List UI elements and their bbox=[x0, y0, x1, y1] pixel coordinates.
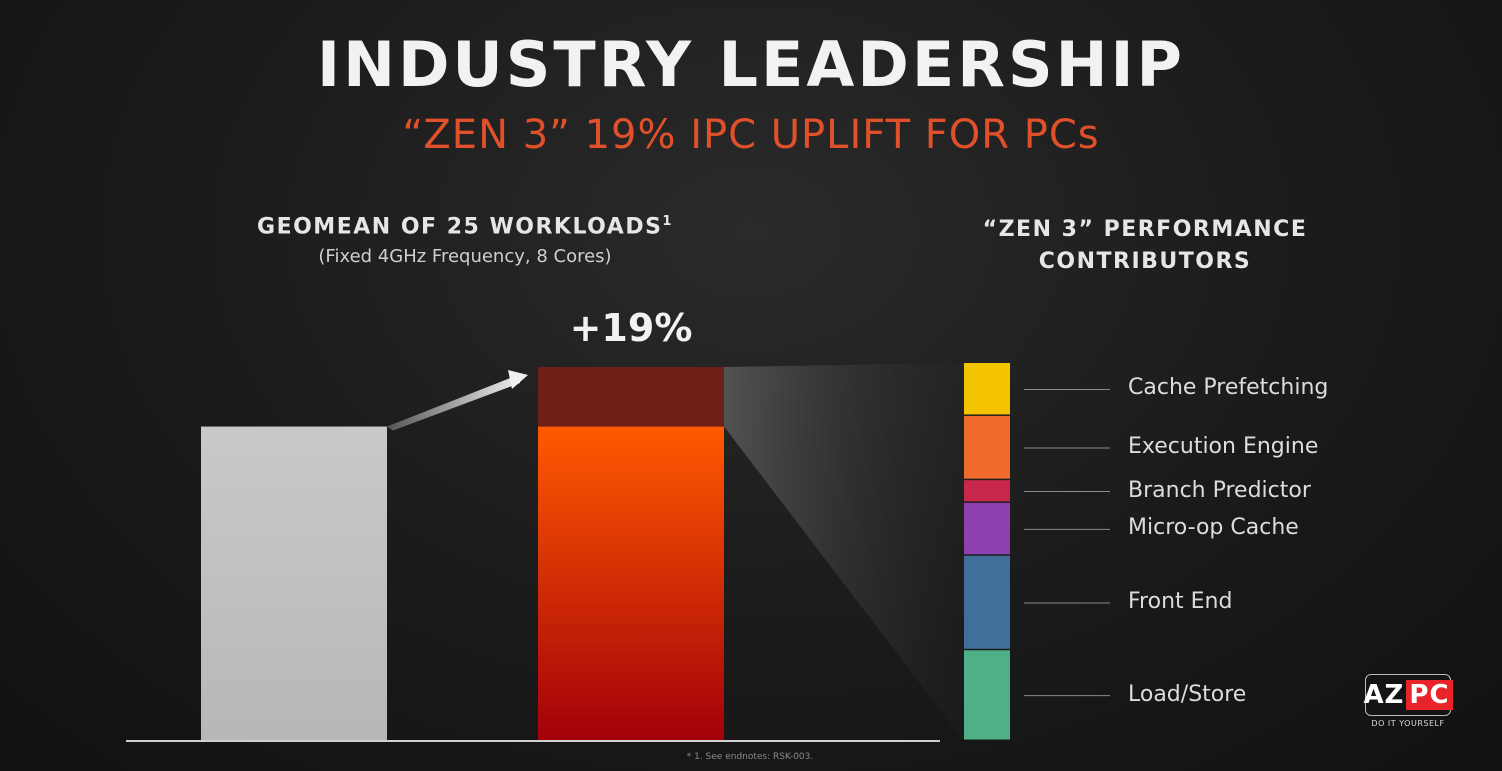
contributor-segment bbox=[964, 555, 1010, 649]
workloads-subheading: (Fixed 4GHz Frequency, 8 Cores) bbox=[318, 246, 612, 267]
contributor-segment bbox=[964, 502, 1010, 555]
contributor-label: Execution Engine bbox=[1128, 434, 1319, 460]
uplift-label: +19% bbox=[569, 306, 693, 350]
uplift-arrow bbox=[387, 375, 520, 431]
zen3-bar bbox=[538, 426, 724, 740]
contributor-label: Front End bbox=[1128, 589, 1233, 615]
logo-tagline: DO IT YOURSELF bbox=[1371, 719, 1445, 728]
uplift-arrow-head bbox=[508, 370, 528, 389]
contributor-label: Cache Prefetching bbox=[1128, 375, 1329, 401]
contributor-label: Micro-op Cache bbox=[1128, 515, 1299, 541]
azpc-logo: AZ PC DO IT YOURSELF bbox=[1363, 674, 1453, 732]
slide-title: INDUSTRY LEADERSHIP bbox=[317, 28, 1185, 101]
contributor-label: Load/Store bbox=[1128, 681, 1247, 707]
footnote-marker: 1 bbox=[662, 214, 673, 229]
zoom-funnel bbox=[724, 363, 964, 741]
workloads-heading-text: GEOMEAN OF 25 WORKLOADS bbox=[257, 214, 663, 240]
slide-subtitle: “ZEN 3” 19% IPC UPLIFT FOR PCs bbox=[402, 112, 1100, 158]
contributors-heading-line2: CONTRIBUTORS bbox=[1038, 249, 1252, 274]
uplift-segment bbox=[538, 367, 724, 427]
baseline-bar bbox=[201, 426, 387, 740]
azpc-logo-box: AZ PC bbox=[1363, 674, 1453, 716]
contributors-heading-line1: “ZEN 3” PERFORMANCE bbox=[982, 217, 1308, 242]
contributor-segment bbox=[964, 650, 1010, 740]
contributor-segment bbox=[964, 415, 1010, 479]
contributor-label: Branch Predictor bbox=[1128, 477, 1311, 503]
footnote: * 1. See endnotes: RSK-003. bbox=[686, 752, 814, 762]
logo-text-az: AZ bbox=[1363, 680, 1405, 710]
logo-text-pc: PC bbox=[1406, 680, 1453, 710]
contributor-segment bbox=[964, 480, 1010, 502]
contributor-segment bbox=[964, 363, 1010, 415]
contributors-heading: “ZEN 3” PERFORMANCE CONTRIBUTORS bbox=[960, 214, 1330, 278]
workloads-heading: GEOMEAN OF 25 WORKLOADS1 bbox=[200, 214, 730, 239]
